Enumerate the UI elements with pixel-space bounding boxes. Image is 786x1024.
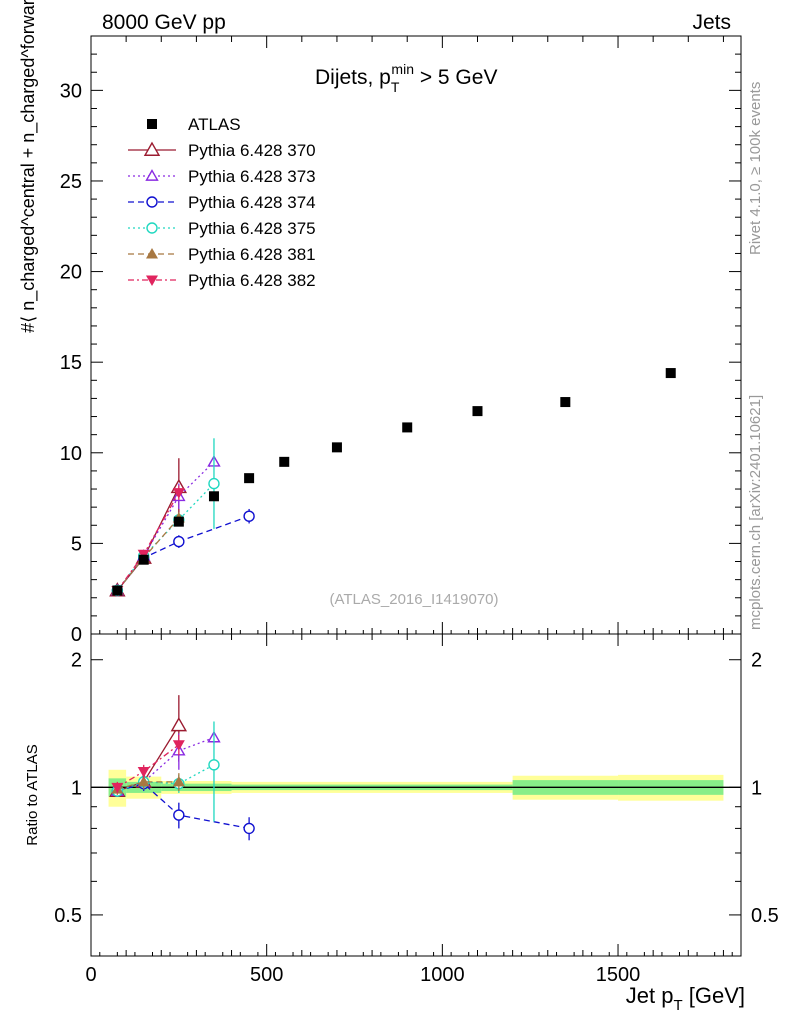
ratio-ytick-label: 1 <box>71 777 82 799</box>
header-right: Jets <box>692 11 731 34</box>
ratio-point-381 <box>137 775 150 787</box>
legend-entry-373: Pythia 6.428 373 <box>128 167 316 186</box>
ratio-point-382 <box>172 740 185 751</box>
series-373 <box>110 454 221 596</box>
legend-label-381: Pythia 6.428 381 <box>188 245 316 264</box>
main-ylabel: #⟨ n_charged^central + n_charged^forward… <box>18 0 39 333</box>
legend-entry-375: Pythia 6.428 375 <box>128 219 316 238</box>
ratio-line-374 <box>117 782 250 830</box>
x-axis-label: Jet pT [GeV] <box>626 983 745 1014</box>
legend-entry-374: Pythia 6.428 374 <box>128 193 316 212</box>
series-line-370 <box>116 486 180 591</box>
ratio-ylabel: Ratio to ATLAS <box>24 744 41 845</box>
data-point-374 <box>173 535 185 548</box>
ratio-ytick-label-right: 1 <box>751 777 762 799</box>
legend-label-382: Pythia 6.428 382 <box>188 271 316 290</box>
legend-marker-ATLAS <box>147 119 157 129</box>
data-point-ATLAS <box>331 442 342 453</box>
mcplots-label: mcplots.cern.ch [arXiv:2401.10621] <box>747 395 764 630</box>
ratio-line-381 <box>117 781 179 790</box>
legend-label-ATLAS: ATLAS <box>188 115 241 134</box>
data-point-ATLAS <box>138 554 149 565</box>
ratio-point-375 <box>208 759 220 771</box>
series-line-375 <box>116 483 215 591</box>
main-ytick-label: 0 <box>71 624 82 646</box>
data-point-ATLAS <box>472 406 483 417</box>
series-line-382 <box>116 492 180 591</box>
legend-marker-381 <box>146 248 158 259</box>
series-ATLAS <box>112 368 676 596</box>
ratio-ytick-label: 0.5 <box>54 905 82 927</box>
legend-entry-381: Pythia 6.428 381 <box>128 245 316 264</box>
series-line-374 <box>116 515 250 591</box>
watermark: (ATLAS_2016_I1419070) <box>329 591 498 608</box>
data-point-ATLAS <box>244 473 255 484</box>
main-ytick-label: 20 <box>60 262 82 284</box>
data-point-382 <box>172 488 185 499</box>
legend-marker-373 <box>145 169 159 181</box>
legend: ATLAS Pythia 6.428 370 Pythia 6.428 373 Pyt… <box>128 115 316 290</box>
data-point-ATLAS <box>402 422 413 433</box>
legend-marker-370 <box>143 141 161 156</box>
data-point-ATLAS <box>560 397 571 408</box>
ratio-frame <box>90 633 742 957</box>
legend-entry-ATLAS: ATLAS <box>147 115 241 134</box>
x-tick-label: 0 <box>85 964 96 986</box>
main-panel: 0 5 10 15 20 25 30 Dijets, pTmin > 5 GeV #⟨ n_… <box>18 0 742 646</box>
data-point-ATLAS <box>665 368 676 379</box>
rivet-label: Rivet 4.1.0, ≥ 100k events <box>747 82 764 255</box>
data-point-ATLAS <box>112 585 123 596</box>
ratio-point-374 <box>173 809 185 821</box>
data-point-ATLAS <box>173 516 184 527</box>
legend-marker-375 <box>146 222 158 234</box>
data-point-375 <box>208 477 220 490</box>
ratio-point-382 <box>111 782 124 794</box>
ratio-series-382 <box>111 734 185 794</box>
ratio-ytick-label-right: 0.5 <box>751 905 779 927</box>
ratio-series-375 <box>111 721 220 822</box>
main-ytick-label: 5 <box>71 533 82 555</box>
data-point-374 <box>243 510 255 522</box>
ratio-point-370 <box>170 716 188 732</box>
series-370 <box>109 458 188 597</box>
legend-marker-374 <box>146 196 158 208</box>
ratio-ytick-label-right: 2 <box>751 650 762 672</box>
main-ytick-label: 30 <box>60 80 82 102</box>
x-tick-label: 1500 <box>596 964 641 986</box>
data-point-ATLAS <box>279 456 290 467</box>
main-ytick-label: 10 <box>60 443 82 465</box>
ratio-line-373 <box>117 737 215 792</box>
ratio-panel: 0.5 0.5 1 1 2 2 0 500 1000 1500 Ratio to ATLAS Je… <box>24 633 779 1014</box>
x-tick-label: 1000 <box>420 964 465 986</box>
ratio-point-382 <box>137 766 150 778</box>
main-title: Dijets, pTmin > 5 GeV <box>315 61 497 95</box>
ratio-line-375 <box>117 764 215 792</box>
legend-label-370: Pythia 6.428 370 <box>188 141 316 160</box>
x-tick-label: 500 <box>250 964 283 986</box>
legend-label-375: Pythia 6.428 375 <box>188 219 316 238</box>
legend-marker-382 <box>146 275 158 286</box>
ratio-point-381 <box>172 775 185 787</box>
header-left: 8000 GeV pp <box>102 11 226 34</box>
main-ytick-label: 25 <box>60 171 82 193</box>
legend-entry-382: Pythia 6.428 382 <box>128 271 316 290</box>
legend-label-374: Pythia 6.428 374 <box>188 193 316 212</box>
legend-label-373: Pythia 6.428 373 <box>188 167 316 186</box>
ratio-ytick-label: 2 <box>71 650 82 672</box>
legend-entry-370: Pythia 6.428 370 <box>128 141 316 160</box>
data-point-ATLAS <box>208 491 219 502</box>
main-ytick-label: 15 <box>60 352 82 374</box>
ratio-point-374 <box>243 822 255 835</box>
